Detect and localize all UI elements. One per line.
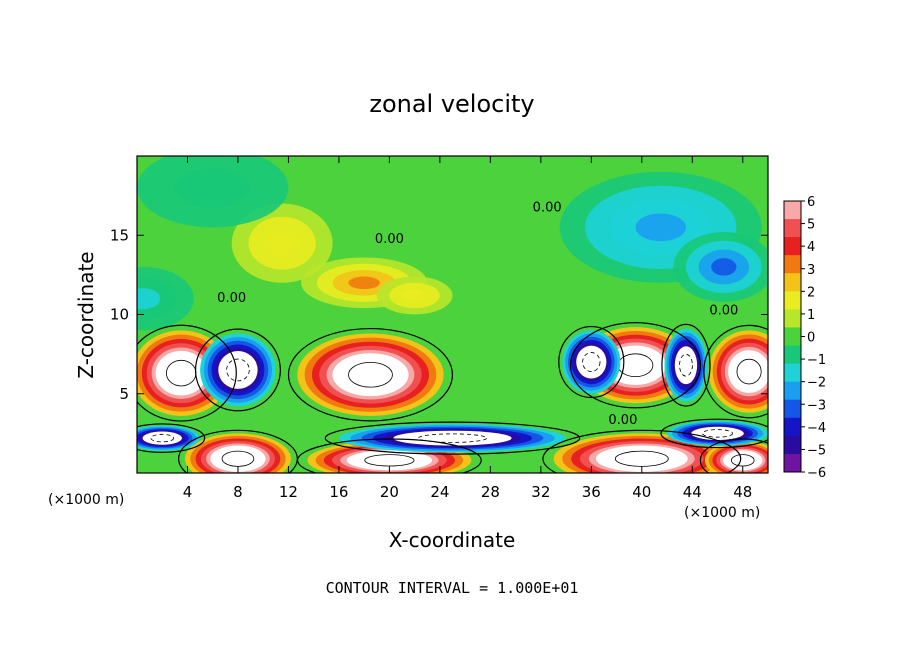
y-tick-label: 15 bbox=[110, 226, 129, 244]
colorbar-tick-label: −6 bbox=[807, 466, 826, 481]
x-tick-label: 8 bbox=[233, 483, 243, 501]
x-tick-label: 44 bbox=[683, 483, 702, 501]
colorbar-tick-label: −2 bbox=[807, 376, 826, 391]
contour-label: 0.00 bbox=[217, 291, 246, 306]
colorbar-tick-label: −3 bbox=[807, 398, 826, 413]
y-axis-label: Z-coordinate bbox=[74, 251, 98, 378]
zero-contour bbox=[660, 418, 768, 449]
colorbar-swatch bbox=[784, 273, 801, 292]
colorbar-tick-label: 2 bbox=[807, 285, 815, 300]
colorbar-swatch bbox=[784, 453, 801, 473]
colorbar-swatch bbox=[784, 345, 801, 365]
field-blob bbox=[297, 333, 444, 416]
field-blob bbox=[667, 420, 768, 447]
zero-contour bbox=[699, 438, 768, 473]
zero-contour bbox=[194, 328, 281, 412]
field-blob bbox=[184, 433, 291, 473]
colorbar-swatch bbox=[784, 255, 801, 274]
colorbar-tick-label: 0 bbox=[807, 331, 815, 346]
x-axis-ticks: 4 8 12 16 20 24 28 32 36 40 44 48 bbox=[183, 156, 752, 501]
zero-contour bbox=[296, 438, 482, 473]
zero-contour bbox=[661, 323, 711, 407]
colorbar-swatch bbox=[784, 381, 801, 401]
y-tick-label: 10 bbox=[110, 306, 129, 324]
field-blob bbox=[137, 266, 194, 331]
colorbar-tick-label: −5 bbox=[807, 443, 826, 458]
y-tick-label: 5 bbox=[119, 385, 129, 403]
field-blob bbox=[553, 433, 731, 473]
field-blob bbox=[231, 203, 333, 283]
field-blob bbox=[704, 441, 768, 473]
colorbar-tick-label: −1 bbox=[807, 353, 826, 368]
zero-contour bbox=[137, 324, 237, 422]
zero-contour bbox=[569, 322, 702, 409]
contour-label: 0.00 bbox=[533, 200, 562, 215]
zero-contour bbox=[137, 423, 206, 453]
chart-title: zonal velocity bbox=[369, 90, 534, 118]
zero-contour bbox=[542, 429, 742, 473]
contour-label: 0.00 bbox=[709, 304, 738, 319]
colorbar-tick-label: −4 bbox=[807, 421, 826, 436]
zero-contour-lines bbox=[137, 322, 768, 473]
colorbar: 6 5 4 3 2 1 0 −1 −2 −3 −4 −5 −6 bbox=[783, 195, 826, 481]
colorbar-swatch bbox=[784, 363, 801, 383]
field-blob bbox=[137, 156, 289, 228]
colorbar-tick-label: 5 bbox=[807, 218, 815, 233]
colorbar-swatch bbox=[784, 291, 801, 310]
field-blob bbox=[562, 330, 621, 394]
field-blob bbox=[137, 425, 201, 451]
x-unit-left: (×1000 m) bbox=[48, 492, 124, 508]
colorbar-tick-label: 3 bbox=[807, 263, 815, 278]
y-axis-ticks: 5 10 15 bbox=[110, 226, 768, 403]
x-tick-label: 24 bbox=[430, 483, 449, 501]
x-tick-label: 48 bbox=[733, 483, 752, 501]
x-tick-label: 28 bbox=[481, 483, 500, 501]
x-tick-label: 16 bbox=[329, 483, 348, 501]
contour-labels: 0.00 0.00 0.00 0.00 0.00 bbox=[217, 200, 738, 427]
colorbar-swatch bbox=[784, 327, 801, 347]
x-tick-label: 36 bbox=[582, 483, 601, 501]
field-blob bbox=[137, 330, 231, 416]
field-blob bbox=[708, 330, 768, 413]
colorbar-tick-label: 4 bbox=[807, 240, 815, 255]
zero-contour bbox=[287, 327, 454, 422]
colorbar-swatch bbox=[784, 435, 801, 455]
field-blob bbox=[200, 333, 276, 407]
colorbar-swatch bbox=[784, 309, 801, 328]
colorbar-tick-label: 1 bbox=[807, 308, 815, 323]
field-blob bbox=[338, 423, 567, 453]
field-blob bbox=[673, 232, 768, 302]
zero-contour bbox=[324, 421, 581, 455]
field-blob bbox=[376, 276, 453, 315]
contour-label: 0.00 bbox=[608, 413, 637, 428]
zero-contour bbox=[558, 325, 625, 399]
colorbar-swatch bbox=[784, 399, 801, 419]
colorbar-tick-label: 6 bbox=[807, 195, 815, 210]
colorbar-swatch bbox=[784, 219, 801, 238]
contour-label: 0.00 bbox=[375, 232, 404, 247]
colorbar-swatch bbox=[784, 417, 801, 437]
x-tick-label: 20 bbox=[380, 483, 399, 501]
colorbar-swatch bbox=[784, 201, 801, 220]
contour-interval-note: CONTOUR INTERVAL = 1.000E+01 bbox=[326, 579, 579, 597]
x-unit-right: (×1000 m) bbox=[684, 505, 760, 521]
colorbar-swatch bbox=[784, 237, 801, 256]
x-tick-label: 12 bbox=[279, 483, 298, 501]
x-tick-label: 4 bbox=[183, 483, 193, 501]
zero-contour bbox=[703, 324, 768, 419]
x-axis-label: X-coordinate bbox=[389, 528, 516, 552]
x-tick-label: 40 bbox=[632, 483, 651, 501]
x-tick-label: 32 bbox=[531, 483, 550, 501]
